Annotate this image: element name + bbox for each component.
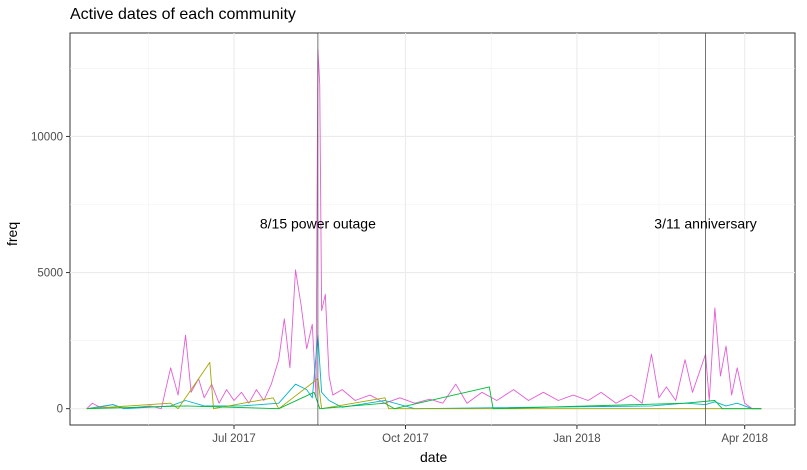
y-axis: 0 5000 10000 [31,131,70,416]
plot-panel [69,32,796,426]
x-tick-label: Jan 2018 [553,433,600,445]
y-tick-label: 5000 [37,268,63,280]
reference-line-label: 8/15 power outage [260,216,376,232]
series-layer [86,48,762,410]
y-tick-label: 0 [57,404,63,416]
y-tick-label: 10000 [31,131,63,143]
x-tick-label: Oct 2017 [382,433,429,445]
series-line-3 [86,361,762,410]
series-line-4 [86,386,762,410]
reference-line-label: 3/11 anniversary [654,216,756,232]
series-line-1 [86,48,762,410]
series-line-2 [86,334,762,410]
chart-title: Active dates of each community [70,6,296,23]
x-axis-title: date [420,449,448,465]
reference-lines: 8/15 power outage 3/11 anniversary [260,33,757,425]
x-tick-label: Apr 2018 [721,433,768,445]
x-axis: Jul 2017 Oct 2017 Jan 2018 Apr 2018 [212,425,768,445]
y-axis-title: freq [4,221,20,246]
x-tick-label: Jul 2017 [212,433,255,445]
